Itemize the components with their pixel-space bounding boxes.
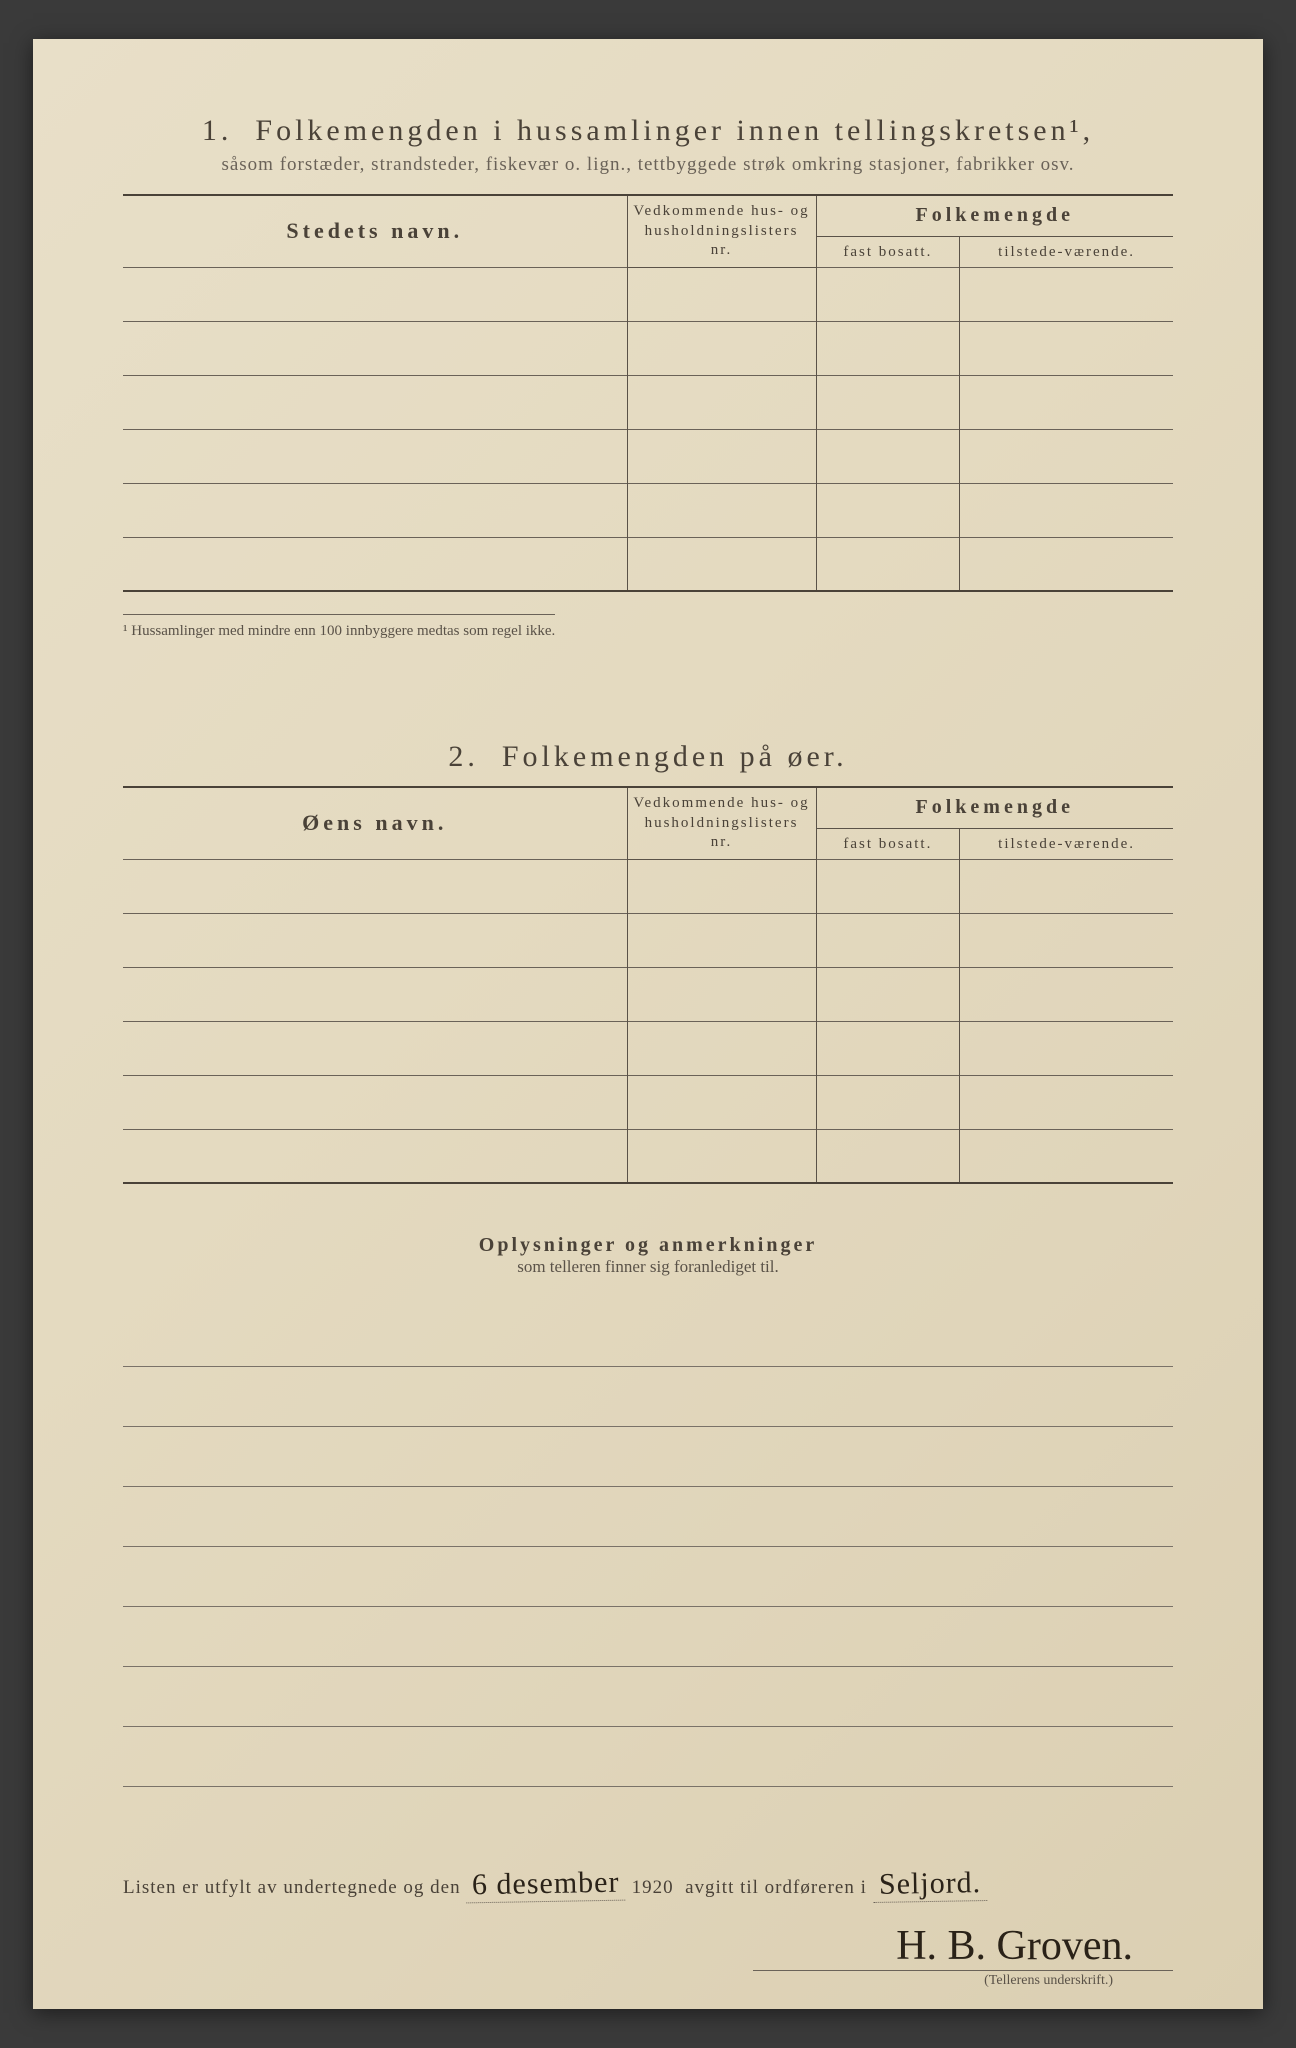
section1-rows <box>123 267 1173 591</box>
census-form-page: 1. Folkemengden i hussamlinger innen tel… <box>33 39 1263 2009</box>
section1-subtitle: såsom forstæder, strandsteder, fiskevær … <box>123 154 1173 176</box>
section1-footnote: ¹ Hussamlinger med mindre enn 100 innbyg… <box>123 614 555 640</box>
date-handwritten: 6 desember <box>466 1866 626 1904</box>
remarks-sub: som telleren finner sig foranlediget til… <box>123 1257 1173 1277</box>
col-list-nr: Vedkommende hus- og husholdningslisters … <box>627 195 816 267</box>
col-fast-bosatt: fast bosatt. <box>816 236 960 267</box>
col-oens-navn: Øens navn. <box>123 787 627 859</box>
section2-title: 2. Folkemengden på øer. <box>123 740 1173 774</box>
signature: H. B. Groven. <box>123 1922 1173 1970</box>
section2-table: Øens navn. Vedkommende hus- og husholdni… <box>123 786 1173 1184</box>
signature-caption: (Tellerens underskrift.) <box>753 1970 1173 1989</box>
section1-title: 1. Folkemengden i hussamlinger innen tel… <box>123 114 1173 148</box>
col-fast-bosatt-2: fast bosatt. <box>816 828 960 859</box>
footer-line: Listen er utfylt av undertegnede og den … <box>123 1867 1173 1902</box>
footer-year: 1920 <box>632 1877 674 1898</box>
section2-rows <box>123 859 1173 1183</box>
col-stedets-navn: Stedets navn. <box>123 195 627 267</box>
footer-mid: avgitt til ordføreren i <box>685 1877 867 1898</box>
col-folkemengde-2: Folkemengde <box>816 787 1173 828</box>
remarks-heading: Oplysninger og anmerkninger <box>123 1234 1173 1257</box>
footer-prefix: Listen er utfylt av undertegnede og den <box>123 1877 461 1898</box>
remarks-lines <box>123 1307 1173 1787</box>
section1-table: Stedets navn. Vedkommende hus- og hushol… <box>123 194 1173 592</box>
col-folkemengde: Folkemengde <box>816 195 1173 236</box>
col-list-nr-2: Vedkommende hus- og husholdningslisters … <box>627 787 816 859</box>
col-tilstede-2: tilstede-værende. <box>960 828 1173 859</box>
place-handwritten: Seljord. <box>872 1866 987 1903</box>
col-tilstede: tilstede-værende. <box>960 236 1173 267</box>
